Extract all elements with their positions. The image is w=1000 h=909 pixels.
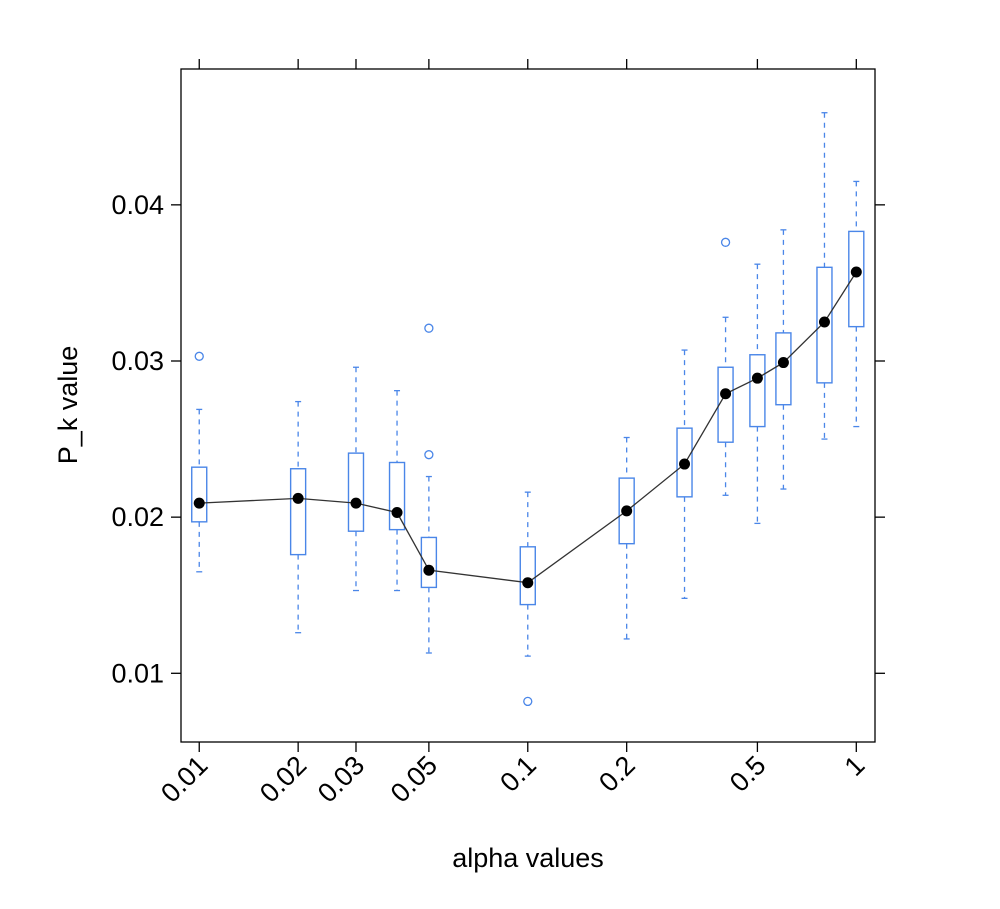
iqr-box [749, 354, 766, 428]
x-tick-label: 1 [839, 750, 871, 782]
iqr-box [388, 461, 406, 531]
box-group [618, 436, 635, 640]
outlier-point [194, 351, 204, 361]
y-tick-label: 0.04 [111, 190, 164, 220]
outlier-point [523, 696, 533, 707]
box-group [848, 180, 865, 428]
iqr-box [848, 230, 865, 328]
y-tick-label: 0.02 [111, 502, 164, 532]
y-tick-label: 0.03 [111, 346, 164, 376]
median-point [751, 372, 763, 384]
box-group [775, 229, 792, 490]
x-tick-label: 0.1 [494, 750, 542, 798]
x-tick-label: 0.03 [312, 750, 370, 808]
box-group [347, 366, 365, 592]
box-group [717, 237, 734, 496]
iqr-box [347, 452, 365, 532]
box-group [519, 491, 536, 707]
median-point [777, 357, 789, 369]
median-point [391, 506, 403, 518]
x-axis: 0.01 0.02 0.03 0.05 0.1 0.2 0.5 1 [155, 742, 871, 808]
x-axis-label: alpha values [452, 843, 604, 873]
iqr-box [191, 466, 208, 523]
median-point [621, 505, 633, 517]
outlier-point [424, 450, 434, 460]
median-point [193, 497, 205, 509]
box-series [191, 112, 865, 707]
median-point [818, 316, 830, 328]
median-line-group [193, 266, 862, 589]
iqr-box [289, 468, 307, 556]
y-axis-label: P_k value [53, 346, 83, 465]
x-tick-label: 0.05 [385, 750, 443, 808]
box-group [191, 351, 208, 573]
median-point [292, 492, 304, 504]
outlier-point [424, 323, 434, 333]
x-tick-label: 0.01 [155, 750, 213, 808]
median-point [720, 388, 732, 400]
x-tick-label: 0.5 [724, 750, 772, 798]
iqr-box [519, 546, 536, 606]
iqr-box [775, 332, 792, 406]
box-group [388, 390, 406, 592]
median-point [423, 564, 435, 576]
iqr-box [420, 536, 438, 589]
box-group [420, 323, 438, 654]
y-tick-label: 0.01 [111, 658, 164, 688]
median-point [679, 458, 691, 470]
y-axis: 0.01 0.02 0.03 0.04 [111, 190, 181, 688]
median-point [522, 577, 534, 589]
box-group [816, 112, 833, 440]
right-tick-marks [875, 204, 885, 674]
x-tick-label: 0.02 [254, 750, 312, 808]
plot-frame [180, 68, 876, 743]
box-group [676, 349, 693, 599]
median-point [850, 266, 862, 278]
box-group [749, 263, 766, 525]
median-point [350, 497, 362, 509]
box-group [289, 400, 307, 634]
outlier-point [720, 237, 731, 247]
x-tick-label: 0.2 [593, 750, 641, 798]
top-tick-marks [198, 59, 857, 69]
iqr-box [717, 366, 734, 443]
